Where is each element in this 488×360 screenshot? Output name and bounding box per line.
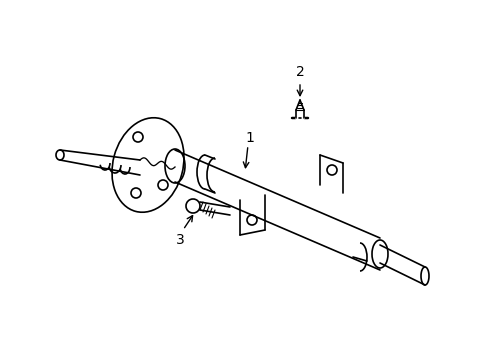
Text: 2: 2 <box>295 65 304 79</box>
Text: 3: 3 <box>175 233 184 247</box>
Text: 1: 1 <box>245 131 254 145</box>
